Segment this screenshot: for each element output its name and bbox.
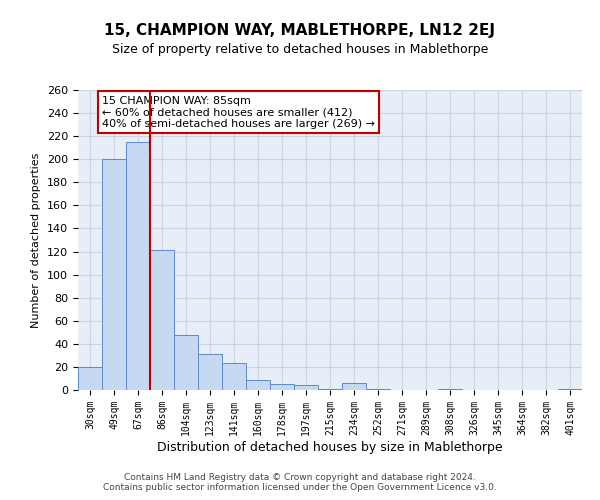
Bar	[126, 142, 150, 390]
Bar	[558, 389, 582, 390]
Bar	[294, 386, 318, 390]
Bar	[78, 367, 102, 390]
Text: 15 CHAMPION WAY: 85sqm
← 60% of detached houses are smaller (412)
40% of semi-de: 15 CHAMPION WAY: 85sqm ← 60% of detached…	[102, 96, 375, 129]
Text: 15, CHAMPION WAY, MABLETHORPE, LN12 2EJ: 15, CHAMPION WAY, MABLETHORPE, LN12 2EJ	[104, 22, 496, 38]
Y-axis label: Number of detached properties: Number of detached properties	[31, 152, 41, 328]
Bar	[438, 389, 462, 390]
Bar	[198, 354, 222, 390]
Bar	[246, 380, 270, 390]
Bar	[150, 250, 174, 390]
Text: Contains HM Land Registry data © Crown copyright and database right 2024.
Contai: Contains HM Land Registry data © Crown c…	[103, 473, 497, 492]
Bar	[270, 384, 294, 390]
X-axis label: Distribution of detached houses by size in Mablethorpe: Distribution of detached houses by size …	[157, 440, 503, 454]
Bar	[222, 364, 246, 390]
Bar	[174, 334, 198, 390]
Bar	[342, 383, 366, 390]
Text: Size of property relative to detached houses in Mablethorpe: Size of property relative to detached ho…	[112, 42, 488, 56]
Bar	[318, 389, 342, 390]
Bar	[366, 389, 390, 390]
Bar	[102, 159, 126, 390]
